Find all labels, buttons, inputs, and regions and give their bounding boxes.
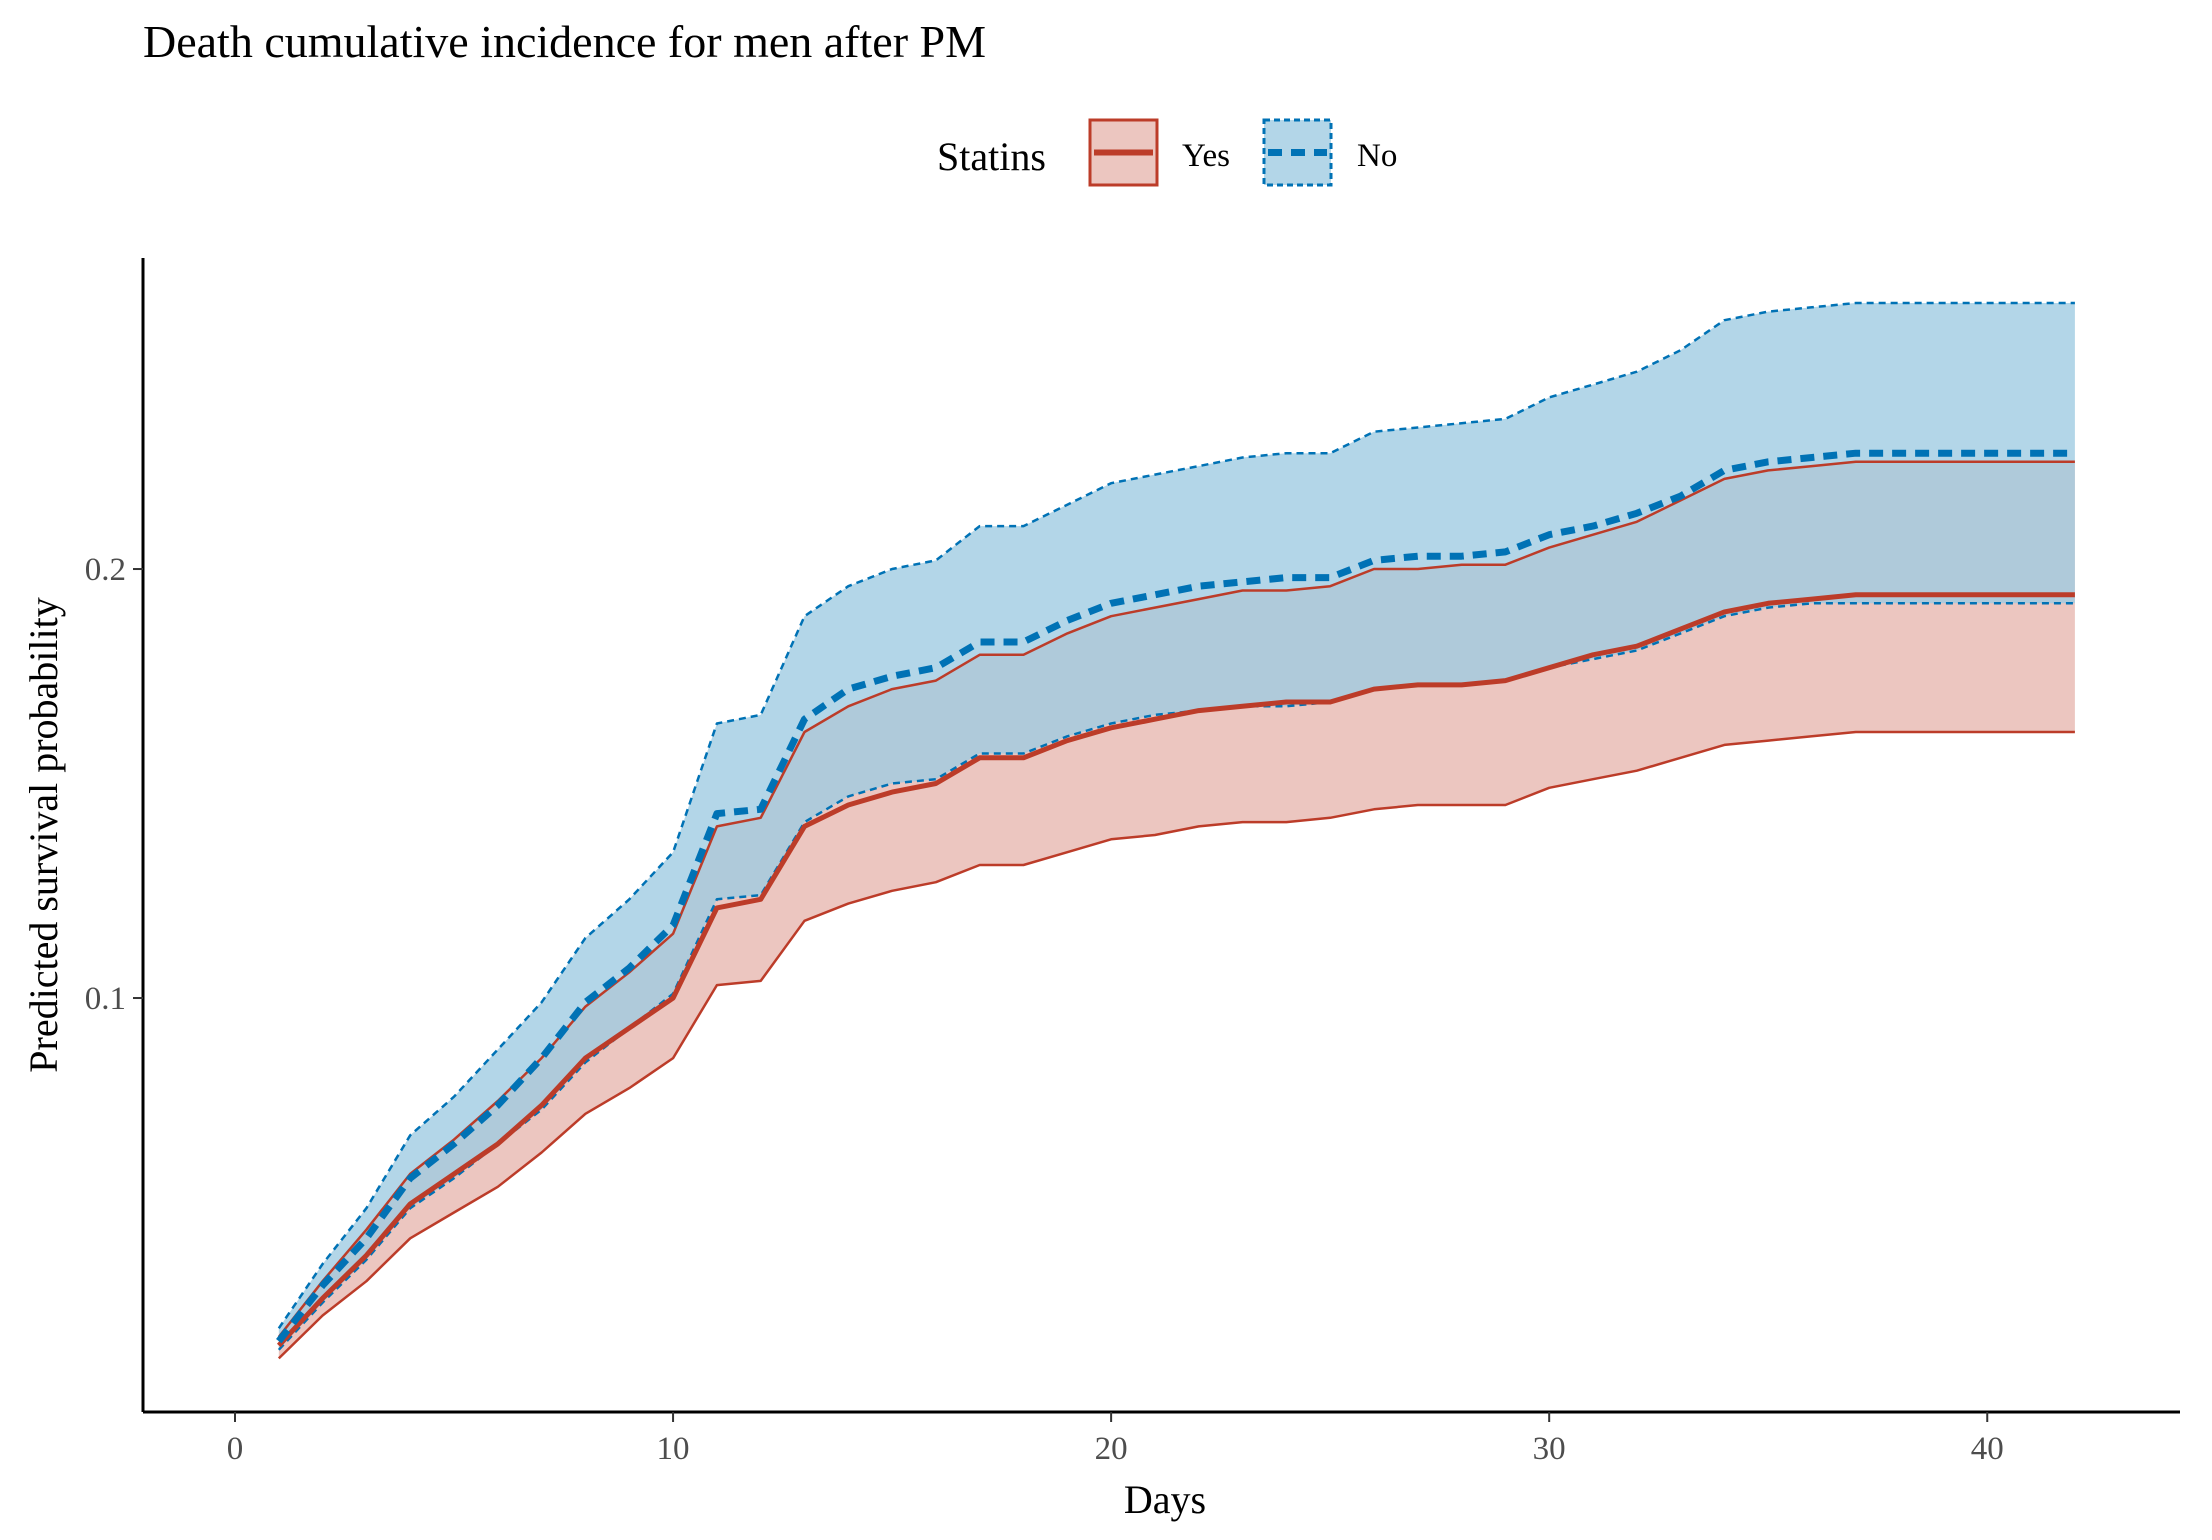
band-lower-no [277,602,2075,1351]
y-tick-label: 0.2 [85,552,126,588]
band-lower-yes [277,730,2075,1360]
plot-area [276,301,2075,1360]
ribbon-yes [278,461,2075,1359]
chart-title: Death cumulative incidence for men after… [143,16,986,67]
legend-key-no [1262,118,1333,187]
x-tick-label: 0 [227,1431,244,1467]
band-upper-no [277,301,2075,1330]
x-ticks: 0 10 20 30 40 [227,1412,2004,1467]
legend-label-yes: Yes [1182,138,1230,174]
x-tick-label: 10 [657,1431,690,1467]
legend-label-no: No [1357,138,1397,174]
y-ticks: 0.1 0.2 [85,552,143,1017]
y-axis-title: Predicted survival probability [21,597,66,1072]
x-tick-label: 40 [1971,1431,2004,1467]
legend-title: Statins [937,134,1046,179]
x-axis-title: Days [1124,1477,1206,1522]
line-yes [276,592,2075,1348]
y-tick-label: 0.1 [85,981,126,1017]
line-no [276,449,2075,1344]
axes: 0 10 20 30 40 0.1 0.2 [85,258,2180,1467]
x-tick-label: 20 [1095,1431,1128,1467]
legend-key-yes [1088,118,1159,187]
ribbon-no [278,303,2075,1350]
x-tick-label: 30 [1533,1431,1566,1467]
legend: Statins Yes No [937,118,1397,187]
